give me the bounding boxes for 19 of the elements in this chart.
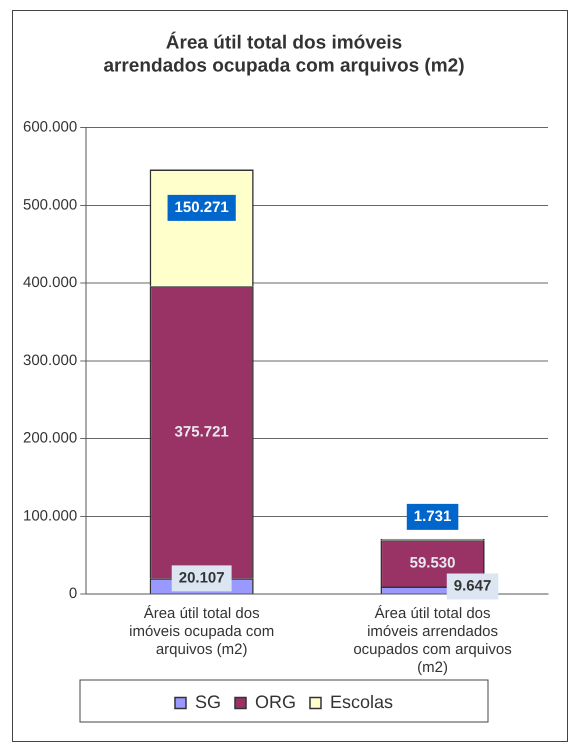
y-tick-label: 500.000	[22, 196, 78, 214]
data-label: 20.107	[178, 570, 225, 587]
x-tick-label: Área útil total dos imóveis ocupada com arquivos (m2)	[129, 604, 274, 658]
data-label: 150.271	[174, 199, 229, 216]
chart-title: Área útil total dos imóveis arrendados ocupada com arquivos (m2)	[103, 32, 465, 76]
y-tick-label: 300.000	[22, 352, 78, 369]
y-tick-label: 400.000	[22, 274, 78, 292]
y-tick-label: 100.000	[22, 507, 78, 524]
data-label: 375.721	[174, 423, 229, 440]
y-tick-label: 0	[68, 585, 78, 602]
x-tick-label: Área útil total dos imóveis arrendados ocupados com arquivos (m2)	[353, 604, 512, 676]
y-tick-label: 200.000	[22, 430, 78, 447]
legend-label: ORG	[254, 692, 296, 712]
data-label: 1.731	[414, 508, 452, 526]
data-label: 9.647	[454, 578, 492, 595]
legend-label: Escolas	[330, 692, 394, 712]
data-label: 59.530	[410, 554, 456, 572]
legend-label: SG	[194, 692, 221, 712]
y-tick-label: 600.000	[22, 118, 78, 136]
